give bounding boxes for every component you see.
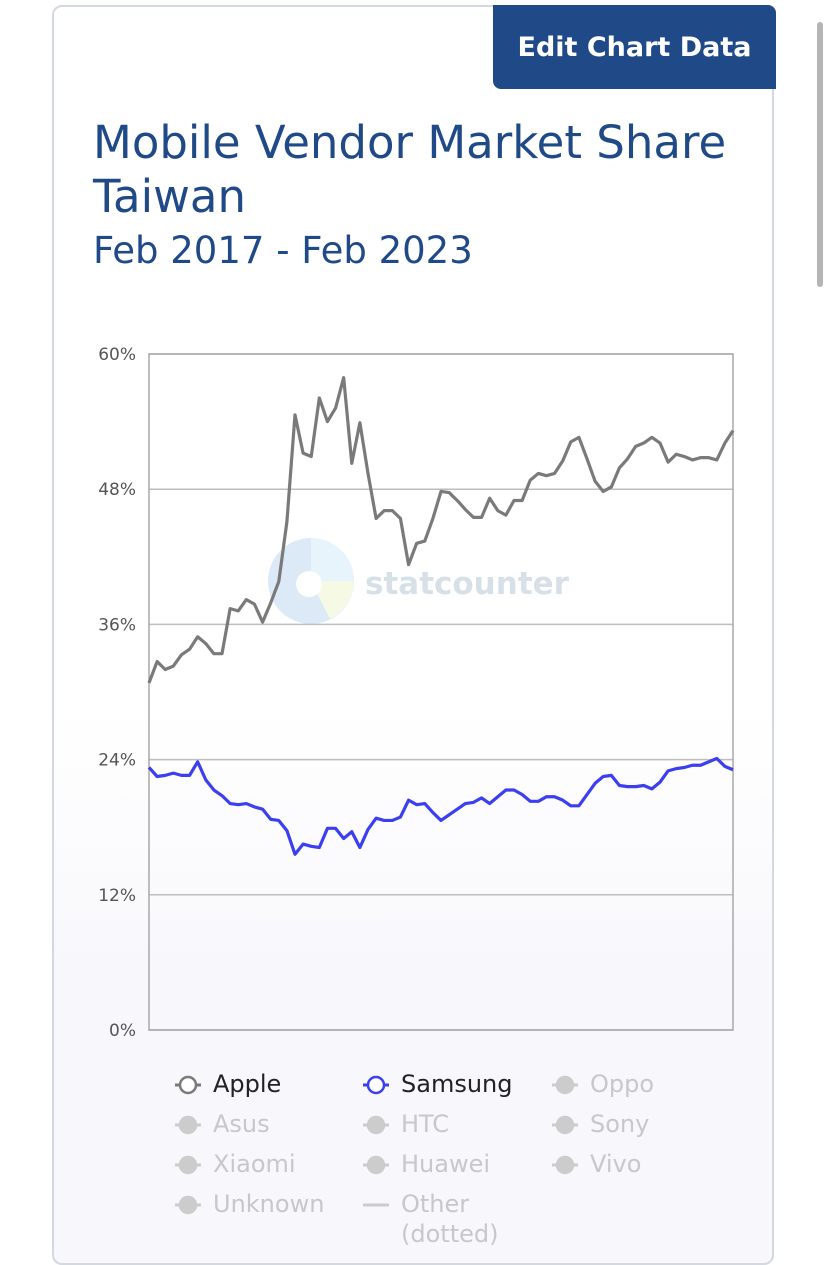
legend-label[interactable]: Asus (213, 1110, 270, 1138)
y-tick-label: 0% (109, 1021, 136, 1041)
legend-label[interactable]: Huawei (401, 1150, 491, 1178)
legend-marker (178, 1155, 198, 1175)
chart-subtitle: Feb 2017 - Feb 2023 (93, 229, 473, 272)
line-series (147, 756, 734, 856)
watermark-logo-center (296, 571, 322, 597)
watermark-logo-slice (311, 538, 354, 581)
legend-label[interactable]: Xiaomi (213, 1150, 296, 1178)
legend-label[interactable]: Vivo (590, 1150, 642, 1178)
legend-label[interactable]: Unknown (213, 1190, 325, 1218)
legend-label[interactable]: Other (dotted) (401, 1190, 499, 1248)
legend-label[interactable]: HTC (401, 1110, 450, 1138)
y-tick-label: 24% (98, 751, 136, 771)
legend-marker (178, 1075, 198, 1095)
legend-label[interactable]: Oppo (590, 1070, 655, 1098)
legend-label[interactable]: Apple (213, 1070, 282, 1098)
y-tick-label: 36% (98, 615, 136, 635)
legend-marker (178, 1115, 198, 1135)
legend-marker (366, 1115, 386, 1135)
legend-marker (555, 1155, 575, 1175)
legend-marker (555, 1115, 575, 1135)
edit-chart-data-button[interactable]: Edit Chart Data (493, 5, 776, 89)
watermark-logo (268, 538, 354, 624)
legend-label[interactable]: Samsung (401, 1070, 513, 1098)
legend-label[interactable]: Sony (590, 1110, 650, 1138)
y-tick-label: 12% (98, 886, 136, 906)
legend-marker (366, 1075, 386, 1095)
y-tick-label: 60% (98, 345, 136, 365)
legend-marker (178, 1195, 198, 1215)
watermark-text: statcounter (365, 566, 570, 602)
legend-marker (555, 1075, 575, 1095)
y-tick-label: 48% (98, 480, 136, 500)
chart-card (52, 5, 774, 1265)
legend-marker (366, 1155, 386, 1175)
watermark: statcounter (268, 538, 570, 624)
plot-border (148, 353, 734, 1031)
chart-title: Mobile Vendor Market Share Taiwan (93, 116, 727, 223)
line-series (147, 376, 735, 684)
watermark-logo-slice (311, 581, 354, 619)
scrollbar (817, 22, 823, 287)
